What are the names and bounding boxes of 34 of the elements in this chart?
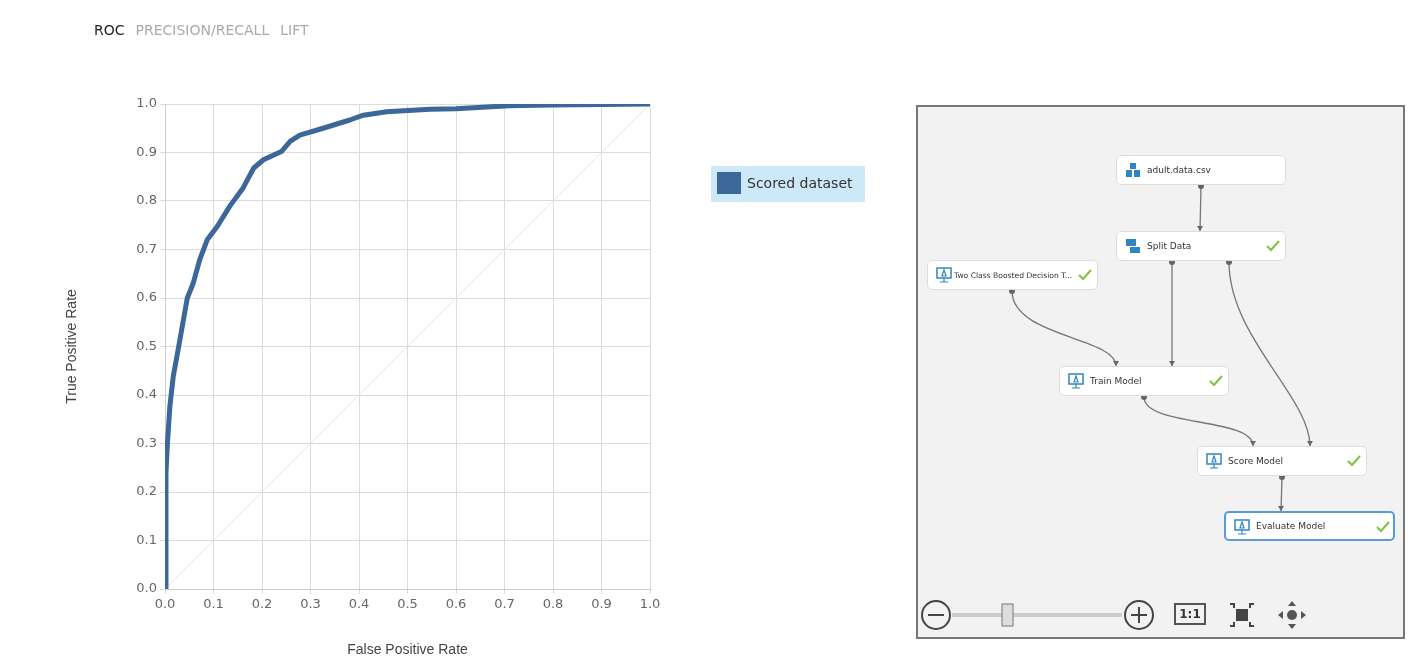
x-tick-label: 0.1: [203, 596, 224, 612]
text: Split Data: [1147, 241, 1192, 251]
legend-label: Scored dataset: [747, 174, 853, 191]
text: Train Model: [1090, 376, 1142, 386]
x-tick-label: 0.7: [494, 596, 515, 612]
x-tick-label: 0.3: [300, 596, 321, 612]
text: PRECISION/RECALL: [135, 22, 270, 38]
x-tick-label: 0.9: [591, 596, 612, 612]
y-tick-label: 0.1: [136, 531, 157, 547]
text: Evaluate Model: [1256, 521, 1326, 531]
text: 1:1: [1174, 603, 1206, 625]
y-tick-label: 0.8: [136, 192, 157, 208]
text: Score Model: [1228, 456, 1284, 466]
x-tick-label: 0.5: [397, 596, 418, 612]
y-tick-label: 0.2: [136, 483, 157, 499]
x-tick-label: 0.8: [542, 596, 564, 612]
y-tick-label: 0.0: [136, 580, 157, 596]
y-tick-label: 0.3: [136, 434, 157, 450]
y-tick-label: 0.6: [136, 289, 157, 305]
x-tick-label: 0.0: [154, 596, 176, 612]
text: adult.data.csv: [1147, 165, 1211, 175]
y-tick-label: 0.7: [136, 240, 157, 256]
x-tick-label: 0.6: [445, 596, 467, 612]
x-tick-label: 1.0: [639, 596, 661, 612]
x-axis-title: False Positive Rate: [347, 641, 469, 658]
x-tick-label: 0.2: [251, 596, 273, 612]
y-tick-label: 1.0: [136, 95, 157, 111]
y-tick-label: 0.5: [136, 337, 157, 353]
y-axis-title: True Positive Rate: [63, 288, 80, 404]
y-tick-label: 0.9: [136, 143, 157, 159]
y-tick-label: 0.4: [136, 386, 157, 402]
text: LIFT: [280, 22, 309, 38]
text: ROC: [94, 22, 125, 38]
x-tick-label: 0.4: [348, 596, 370, 612]
